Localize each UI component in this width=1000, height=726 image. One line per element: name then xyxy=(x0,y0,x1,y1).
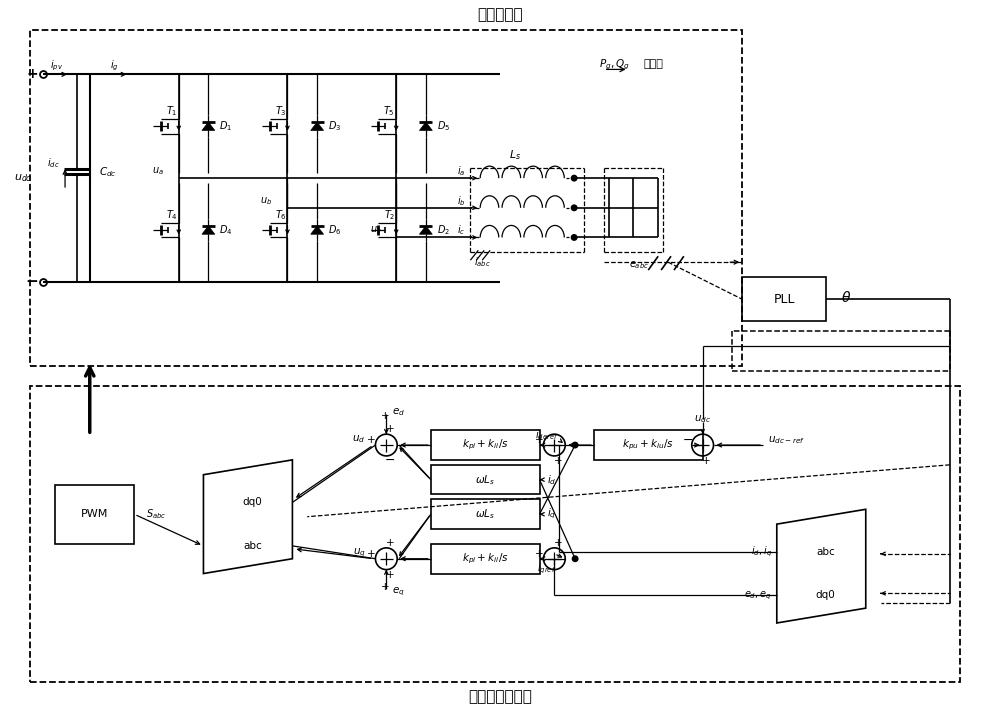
Text: $C_{dc}$: $C_{dc}$ xyxy=(99,165,116,179)
Text: $\theta$: $\theta$ xyxy=(841,290,851,305)
Circle shape xyxy=(571,175,578,182)
Text: $k_{pu}+k_{iu}/s$: $k_{pu}+k_{iu}/s$ xyxy=(622,438,674,452)
Text: $S_{abc}$: $S_{abc}$ xyxy=(146,507,166,521)
Text: $i_{abc}$: $i_{abc}$ xyxy=(474,256,491,269)
Text: $i_{pv}$: $i_{pv}$ xyxy=(50,58,63,73)
Text: +: + xyxy=(367,435,376,445)
Text: −: − xyxy=(385,454,396,468)
Polygon shape xyxy=(202,122,215,131)
Text: $D_6$: $D_6$ xyxy=(328,223,341,237)
Text: $i_d,i_q$: $i_d,i_q$ xyxy=(751,544,772,559)
Text: $u_a$: $u_a$ xyxy=(152,166,164,177)
Text: $i_a$: $i_a$ xyxy=(457,164,465,178)
Text: $i_b$: $i_b$ xyxy=(457,194,465,208)
Text: $i_g$: $i_g$ xyxy=(110,58,119,73)
Text: $L_s$: $L_s$ xyxy=(509,149,521,163)
Text: $D_1$: $D_1$ xyxy=(219,119,232,133)
Text: $T_5$: $T_5$ xyxy=(383,104,395,118)
Text: $k_{pi}+k_{ii}/s$: $k_{pi}+k_{ii}/s$ xyxy=(462,552,509,566)
Text: +: + xyxy=(554,538,563,548)
Text: $i_{deref}$: $i_{deref}$ xyxy=(535,428,559,442)
Text: 并网点: 并网点 xyxy=(643,60,663,70)
Text: $P_g,Q_g$: $P_g,Q_g$ xyxy=(599,57,630,72)
Text: $i_d$: $i_d$ xyxy=(547,473,557,486)
Text: $i_q$: $i_q$ xyxy=(547,507,557,521)
Polygon shape xyxy=(202,226,215,234)
Text: +: + xyxy=(535,435,544,445)
Text: $u_c$: $u_c$ xyxy=(370,224,381,237)
Text: abc: abc xyxy=(816,547,835,557)
Text: $T_2$: $T_2$ xyxy=(384,208,395,221)
Bar xyxy=(55,484,134,544)
Text: $i_{qref}$: $i_{qref}$ xyxy=(537,561,557,576)
Text: $u_b$: $u_b$ xyxy=(260,195,273,207)
Circle shape xyxy=(572,441,579,449)
Text: $u_{dc-ref}$: $u_{dc-ref}$ xyxy=(768,434,805,446)
Bar xyxy=(742,277,826,322)
Polygon shape xyxy=(311,122,324,131)
Text: −: − xyxy=(26,274,38,290)
Text: $u_d$: $u_d$ xyxy=(352,433,366,445)
Text: +: + xyxy=(554,456,563,466)
Text: +: + xyxy=(386,538,395,548)
Text: +: + xyxy=(381,412,390,421)
Text: $\omega L_s$: $\omega L_s$ xyxy=(475,507,495,521)
Text: dq0: dq0 xyxy=(243,497,262,507)
Text: $u_q$: $u_q$ xyxy=(353,547,366,559)
Text: $k_{pi}+k_{ii}/s$: $k_{pi}+k_{ii}/s$ xyxy=(462,438,509,452)
Text: $T_4$: $T_4$ xyxy=(166,208,178,221)
Text: $D_3$: $D_3$ xyxy=(328,119,341,133)
Text: +: + xyxy=(702,456,711,466)
Circle shape xyxy=(572,555,579,562)
Text: $D_4$: $D_4$ xyxy=(219,223,233,237)
Text: PWM: PWM xyxy=(81,509,108,519)
Text: $e_d,e_q$: $e_d,e_q$ xyxy=(744,589,772,602)
Polygon shape xyxy=(419,226,432,234)
Circle shape xyxy=(571,234,578,241)
Text: $T_3$: $T_3$ xyxy=(275,104,286,118)
Bar xyxy=(594,431,703,460)
Polygon shape xyxy=(311,226,324,234)
Text: 光伏逆变控制器: 光伏逆变控制器 xyxy=(468,690,532,705)
Text: $i_{dc}$: $i_{dc}$ xyxy=(47,156,60,170)
Text: 光伏逆变器: 光伏逆变器 xyxy=(477,7,523,23)
Bar xyxy=(431,465,540,494)
Text: −: − xyxy=(683,433,693,446)
Text: $i_c$: $i_c$ xyxy=(457,224,465,237)
Bar xyxy=(431,544,540,574)
Text: +: + xyxy=(386,569,395,579)
Bar xyxy=(431,431,540,460)
Text: +: + xyxy=(27,68,38,81)
Bar xyxy=(30,386,960,682)
Text: +: + xyxy=(386,424,395,434)
Text: abc: abc xyxy=(243,541,262,551)
Text: $e_{abc}$: $e_{abc}$ xyxy=(629,259,649,271)
Bar xyxy=(30,30,742,366)
Text: +: + xyxy=(535,549,544,559)
Text: $T_6$: $T_6$ xyxy=(275,208,286,221)
Text: +: + xyxy=(381,582,390,592)
Polygon shape xyxy=(419,122,432,131)
Text: $\omega L_s$: $\omega L_s$ xyxy=(475,473,495,486)
Text: $T_1$: $T_1$ xyxy=(166,104,178,118)
Text: dq0: dq0 xyxy=(816,590,836,600)
Text: $u_{dc}$: $u_{dc}$ xyxy=(694,413,711,425)
Text: $e_d$: $e_d$ xyxy=(392,407,405,418)
Text: $e_q$: $e_q$ xyxy=(392,585,405,597)
Bar xyxy=(431,499,540,529)
Circle shape xyxy=(571,204,578,211)
Text: PLL: PLL xyxy=(773,293,795,306)
Text: $D_5$: $D_5$ xyxy=(437,119,450,133)
Text: +: + xyxy=(367,549,376,559)
Text: $u_{dc}$: $u_{dc}$ xyxy=(14,172,33,184)
Text: $D_2$: $D_2$ xyxy=(437,223,450,237)
